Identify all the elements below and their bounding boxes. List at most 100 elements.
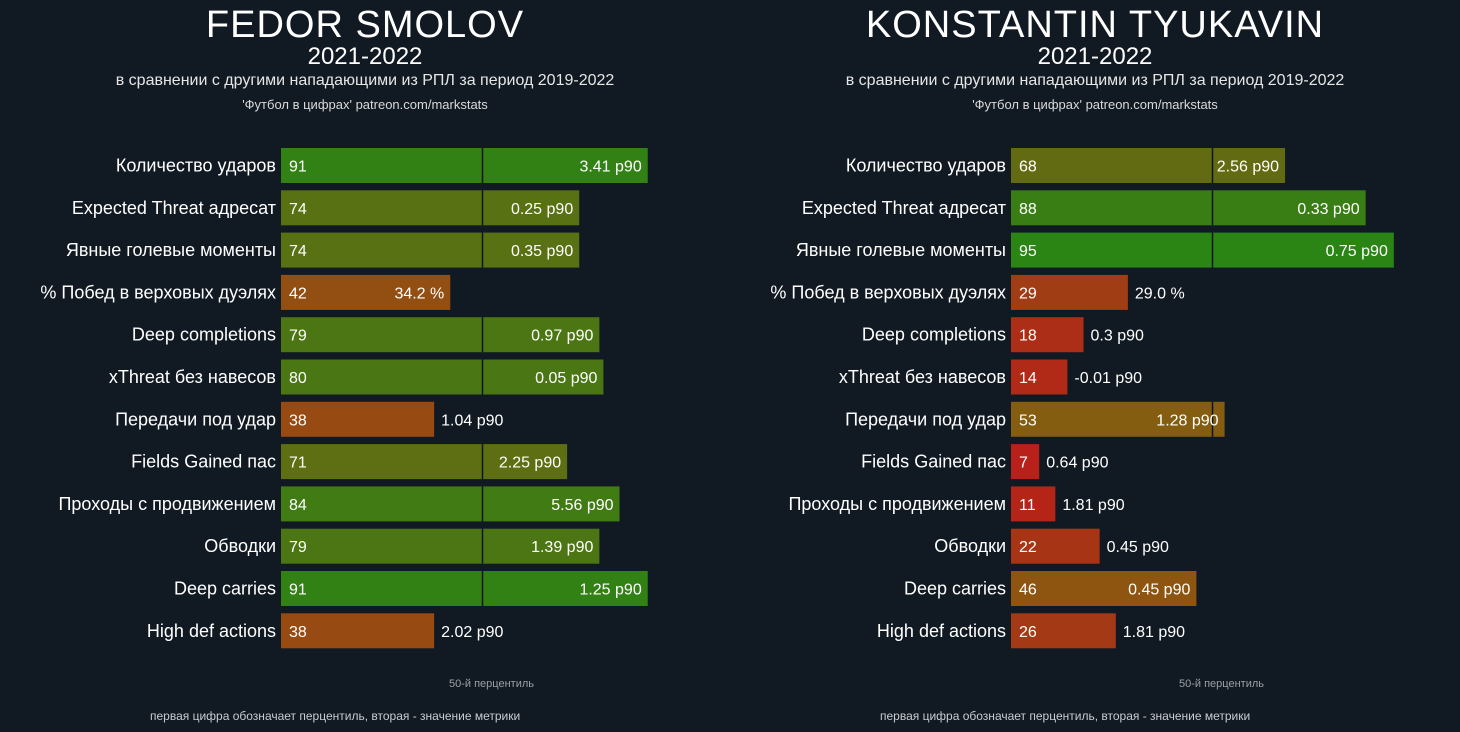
- metric-row: High def actions 38 2.02 p90: [147, 613, 504, 649]
- credit: 'Футбол в цифрах' patreon.com/markstats: [242, 97, 488, 112]
- value-label: 0.35 p90: [511, 243, 573, 260]
- value-label: 3.41 p90: [579, 159, 641, 176]
- percentile-bar: [281, 571, 648, 606]
- value-label: 0.3 p90: [1091, 328, 1144, 345]
- percentile-label: 46: [1019, 582, 1037, 599]
- percentile-label: 74: [289, 243, 307, 260]
- metric-row: Проходы с продвижением 84 5.56 p90: [58, 486, 620, 522]
- percentile-bar: [281, 401, 435, 437]
- percentile-label: 95: [1019, 243, 1037, 260]
- footnote: первая цифра обозначает перцентиль, втор…: [150, 709, 521, 723]
- percentile-bar-chart: Количество ударов 91 3.41 p90 Expected Thre…: [40, 148, 648, 649]
- percentile-bar: [281, 274, 451, 310]
- metric-row: Обводки 79 1.39 p90: [204, 528, 600, 564]
- footnote: первая цифра обозначает перцентиль, втор…: [880, 709, 1251, 723]
- category-label: Явные голевые моменты: [796, 240, 1006, 260]
- value-label: 0.45 p90: [1107, 539, 1169, 556]
- percentile-bar: [1011, 613, 1116, 649]
- percentile-label: 38: [289, 412, 307, 429]
- category-label: Обводки: [934, 536, 1006, 556]
- metric-row: Deep carries 46 0.45 p90: [904, 571, 1197, 606]
- category-label: Явные голевые моменты: [66, 240, 276, 260]
- percentile-bar: [281, 190, 580, 226]
- metric-row: Явные голевые моменты 95 0.75 p90: [796, 232, 1394, 268]
- percentile-label: 14: [1019, 370, 1037, 387]
- percentile-label: 91: [289, 159, 307, 176]
- category-label: Expected Threat адресат: [802, 198, 1006, 218]
- category-label: Deep carries: [174, 579, 276, 599]
- season: 2021-2022: [1037, 43, 1153, 70]
- percentile-label: 29: [1019, 285, 1037, 302]
- comparison-note: в сравнении с другими нападающими из РПЛ…: [845, 72, 1345, 89]
- value-label: 0.33 p90: [1297, 201, 1359, 218]
- category-label: Количество ударов: [116, 156, 276, 176]
- percentile-label: 79: [289, 328, 307, 345]
- metric-row: Deep completions 79 0.97 p90: [132, 317, 600, 353]
- category-label: % Побед в верховых дуэлях: [40, 282, 276, 302]
- value-label: 2.25 p90: [499, 455, 561, 472]
- metric-row: xThreat без навесов 14 -0.01 p90: [839, 359, 1142, 395]
- percentile-label: 42: [289, 285, 307, 302]
- percentile-bar: [281, 444, 568, 480]
- metric-row: Expected Threat адресат 74 0.25 p90: [72, 190, 580, 226]
- percentile-label: 84: [289, 497, 307, 514]
- percentile-label: 91: [289, 582, 307, 599]
- percentile-bar: [281, 317, 600, 353]
- percentile-bar-chart: Количество ударов 68 2.56 p90 Expected Thre…: [770, 148, 1394, 649]
- percentile-label: 53: [1019, 412, 1037, 429]
- percentile-bar: [1011, 359, 1068, 395]
- category-label: Deep completions: [862, 325, 1006, 345]
- percentile-label: 26: [1019, 624, 1037, 641]
- median-label: 50-й перцентиль: [1179, 678, 1264, 690]
- metric-row: Deep completions 18 0.3 p90: [862, 317, 1144, 353]
- value-label: 1.39 p90: [531, 539, 593, 556]
- value-label: 0.64 p90: [1046, 455, 1108, 472]
- category-label: Проходы с продвижением: [58, 494, 276, 514]
- value-label: 29.0 %: [1135, 285, 1185, 302]
- value-label: -0.01 p90: [1074, 370, 1142, 387]
- percentile-bar: [1011, 274, 1128, 310]
- percentile-bar: [1011, 232, 1394, 268]
- metric-row: Deep carries 91 1.25 p90: [174, 571, 648, 606]
- percentile-label: 18: [1019, 328, 1037, 345]
- value-label: 0.45 p90: [1128, 582, 1190, 599]
- percentile-bar: [281, 232, 580, 268]
- metric-row: xThreat без навесов 80 0.05 p90: [109, 359, 604, 395]
- metric-row: Количество ударов 68 2.56 p90: [846, 148, 1286, 183]
- value-label: 2.56 p90: [1217, 159, 1279, 176]
- category-label: Fields Gained пас: [861, 452, 1006, 472]
- metric-row: Явные голевые моменты 74 0.35 p90: [66, 232, 580, 268]
- value-label: 1.28 p90: [1156, 412, 1218, 429]
- percentile-bar: [281, 528, 600, 564]
- percentile-bar: [281, 613, 435, 649]
- player-name: KONSTANTIN TYUKAVIN: [865, 4, 1325, 46]
- season: 2021-2022: [307, 43, 423, 70]
- metric-row: High def actions 26 1.81 p90: [877, 613, 1185, 649]
- comparison-note: в сравнении с другими нападающими из РПЛ…: [115, 72, 615, 89]
- value-label: 1.81 p90: [1123, 624, 1185, 641]
- category-label: High def actions: [877, 621, 1006, 641]
- category-label: Проходы с продвижением: [788, 494, 1006, 514]
- category-label: Количество ударов: [846, 156, 1006, 176]
- percentile-label: 7: [1019, 455, 1028, 472]
- value-label: 0.05 p90: [535, 370, 597, 387]
- category-label: Deep completions: [132, 325, 276, 345]
- percentile-bar: [1011, 528, 1100, 564]
- category-label: Fields Gained пас: [131, 452, 276, 472]
- value-label: 34.2 %: [394, 285, 444, 302]
- metric-row: Количество ударов 91 3.41 p90: [116, 148, 648, 183]
- value-label: 0.25 p90: [511, 201, 573, 218]
- percentile-bar: [1011, 190, 1366, 226]
- percentile-bar: [281, 359, 604, 395]
- percentile-bar: [1011, 486, 1056, 522]
- panel-smolov: FEDOR SMOLOV 2021-2022 в сравнении с дру…: [40, 4, 648, 723]
- percentile-bar: [281, 486, 620, 522]
- metric-row: Передачи под удар 38 1.04 p90: [115, 401, 504, 437]
- percentile-bar: [1011, 148, 1286, 183]
- metric-row: Обводки 22 0.45 p90: [934, 528, 1169, 564]
- panel-tyukavin: KONSTANTIN TYUKAVIN 2021-2022 в сравнени…: [730, 0, 1460, 732]
- percentile-label: 74: [289, 201, 307, 218]
- percentile-label: 68: [1019, 159, 1037, 176]
- category-label: xThreat без навесов: [109, 367, 276, 387]
- percentile-bar: [1011, 444, 1040, 480]
